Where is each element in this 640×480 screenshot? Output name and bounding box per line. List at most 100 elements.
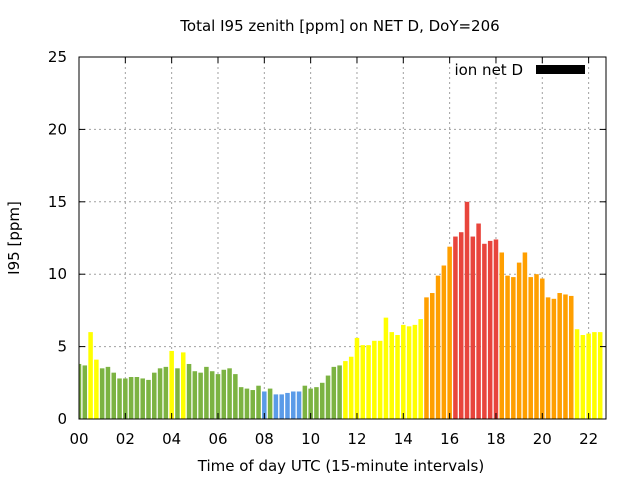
- bar: [227, 368, 232, 419]
- bar: [545, 297, 551, 419]
- bar: [458, 232, 464, 419]
- bar: [105, 366, 111, 419]
- bar: [238, 387, 244, 419]
- bar: [412, 324, 418, 419]
- bar: [493, 239, 499, 419]
- bar: [302, 385, 308, 419]
- bar: [117, 378, 122, 419]
- bar: [221, 369, 227, 419]
- bar: [244, 388, 250, 419]
- bar: [551, 298, 557, 419]
- x-tick-label: 10: [301, 430, 320, 448]
- bar: [157, 368, 163, 419]
- bar: [285, 392, 290, 419]
- bar: [401, 324, 406, 419]
- bar: [453, 236, 458, 419]
- bar: [94, 359, 99, 419]
- bar: [250, 390, 255, 419]
- bar: [128, 377, 134, 419]
- bar: [343, 361, 348, 419]
- bar: [192, 371, 198, 419]
- bar: [169, 350, 174, 419]
- x-tick-labels: 00 02 04 06 08 10 12 14 16 18 20 22: [69, 430, 598, 448]
- bar: [123, 378, 128, 419]
- bar: [383, 317, 389, 419]
- bar: [319, 382, 325, 419]
- bar: [215, 374, 221, 419]
- y-tick-label: 15: [48, 193, 67, 211]
- bar: [366, 345, 371, 419]
- bar: [511, 277, 516, 419]
- bar: [180, 352, 186, 419]
- y-tick-label: 25: [48, 48, 67, 66]
- bar: [574, 329, 580, 419]
- legend-label: ion net D: [454, 61, 523, 79]
- bar: [522, 252, 528, 419]
- bar: [233, 374, 238, 419]
- bar: [308, 388, 313, 419]
- x-tick-label: 14: [394, 430, 413, 448]
- x-tick-label: 02: [116, 430, 135, 448]
- x-tick-label: 08: [255, 430, 274, 448]
- bar: [372, 340, 377, 419]
- bar: [430, 293, 435, 419]
- x-tick-label: 04: [162, 430, 181, 448]
- bar: [389, 332, 394, 419]
- bar: [146, 379, 151, 419]
- bars: [79, 201, 603, 419]
- bar: [175, 368, 180, 419]
- bar: [186, 363, 192, 419]
- bar: [314, 387, 319, 419]
- bar: [597, 332, 603, 419]
- legend: ion net D: [454, 61, 585, 79]
- bar: [348, 356, 354, 419]
- bar: [267, 388, 273, 419]
- bar: [505, 275, 510, 419]
- y-tick-labels: 0 5 10 15 20 25: [48, 48, 67, 428]
- y-tick-label: 0: [57, 410, 67, 428]
- x-tick-label: 20: [533, 430, 552, 448]
- bar: [540, 278, 545, 419]
- bar: [331, 366, 337, 419]
- bar: [487, 240, 493, 419]
- bar: [273, 394, 279, 419]
- bar: [360, 345, 366, 419]
- bar: [563, 294, 568, 419]
- bar: [406, 326, 412, 419]
- bar: [377, 340, 383, 419]
- bar: [140, 378, 145, 419]
- bar: [82, 365, 88, 419]
- bar: [499, 252, 505, 419]
- bar: [586, 333, 591, 419]
- bar: [580, 335, 586, 419]
- bar: [424, 297, 429, 419]
- bar: [482, 243, 487, 419]
- bar: [476, 223, 481, 419]
- ticks: [78, 56, 606, 420]
- bar: [528, 277, 533, 419]
- bar: [79, 363, 82, 419]
- bar: [325, 375, 331, 419]
- bar: [88, 332, 93, 419]
- bar: [163, 366, 169, 419]
- bar: [568, 295, 574, 419]
- bar: [279, 394, 284, 419]
- y-tick-label: 5: [57, 338, 67, 356]
- x-tick-label: 00: [69, 430, 88, 448]
- bar: [441, 265, 447, 419]
- y-tick-label: 10: [48, 265, 67, 283]
- bar: [395, 335, 400, 419]
- bar: [198, 372, 203, 419]
- bar: [204, 366, 209, 419]
- chart-title: Total I95 zenith [ppm] on NET D, DoY=206: [179, 17, 499, 35]
- bar: [534, 274, 539, 419]
- x-tick-label: 16: [440, 430, 459, 448]
- x-tick-label: 18: [486, 430, 505, 448]
- plot-frame: [78, 56, 607, 420]
- bar: [291, 391, 296, 419]
- bar: [296, 391, 302, 419]
- x-axis-label: Time of day UTC (15-minute intervals): [197, 457, 484, 475]
- bar: [134, 377, 140, 419]
- bar: [557, 293, 562, 419]
